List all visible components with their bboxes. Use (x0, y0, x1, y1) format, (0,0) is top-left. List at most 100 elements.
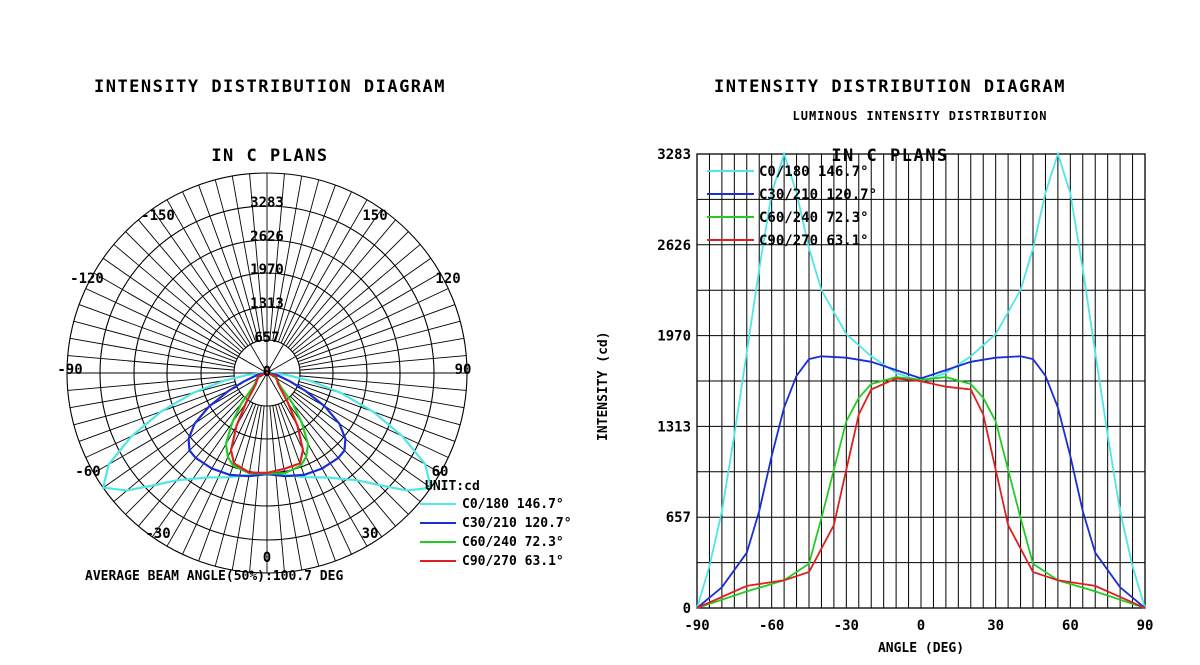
polar-angle-label: -30 (145, 526, 170, 542)
polar-angle-label: -60 (75, 464, 100, 480)
polar-spoke (78, 304, 237, 363)
polar-ring-label: 1313 (250, 296, 284, 312)
polar-spoke (298, 381, 461, 426)
polar-ring-label: 3283 (250, 195, 284, 211)
line-grid (696, 153, 1146, 609)
polar-spoke (231, 405, 262, 571)
x-tick-label: -30 (834, 618, 859, 634)
polar-spoke (296, 288, 449, 360)
polar-spoke (299, 375, 467, 391)
polar-legend: C0/180 146.7° C30/210 120.7° C60/240 72.3°… (420, 497, 572, 569)
polar-spoke (113, 393, 243, 502)
polar-spoke (93, 372, 268, 474)
polar-spoke (280, 191, 352, 344)
polar-angle-label: -90 (57, 362, 82, 378)
y-tick-label: 2626 (657, 238, 691, 254)
polar-spoke (102, 257, 241, 355)
polar-angle-label: -150 (141, 208, 175, 224)
polar-spoke (291, 244, 421, 353)
polar-spoke (198, 184, 257, 343)
y-tick-label: 0 (683, 601, 691, 617)
polar-spoke (299, 355, 467, 371)
polar-angle-label: -120 (70, 271, 104, 287)
polar-spoke (296, 386, 449, 458)
polar-spoke (277, 184, 336, 343)
polar-spoke (138, 219, 247, 349)
polar-spoke (277, 403, 336, 562)
left-title-line2: IN C PLANS (211, 146, 329, 166)
right-chart-title: INTENSITY DISTRIBUTION DIAGRAM IN C PLAN… (650, 30, 1130, 191)
polar-spoke (275, 404, 320, 567)
polar-spoke (269, 405, 285, 573)
unit-label: UNIT:cd (425, 479, 480, 494)
legend-label: C0/180 146.7° (759, 164, 869, 180)
polar-spoke (166, 372, 268, 547)
legend-label: C60/240 72.3° (462, 535, 564, 550)
legend-label: C60/240 72.3° (759, 210, 869, 226)
series-line (696, 355, 1146, 609)
polar-chart: 3283 2626 1970 1313 657 0 -150 150 -120 120 -90 90 -… (57, 172, 572, 584)
x-tick-label: 30 (987, 618, 1004, 634)
polar-spoke (69, 337, 235, 368)
polar-spoke (231, 175, 262, 341)
polar-spoke (266, 372, 441, 474)
polar-labels: 3283 2626 1970 1313 657 0 -150 150 -120 120 -90 90 -… (57, 195, 471, 566)
polar-ring-label: 1970 (250, 262, 284, 278)
series-line (696, 376, 1146, 609)
polar-spoke (275, 179, 320, 342)
y-axis-label: INTENSITY (cd) (596, 331, 611, 441)
polar-spoke (182, 191, 254, 344)
legend-label: C30/210 120.7° (462, 516, 572, 531)
x-tick-label: -90 (684, 618, 709, 634)
polar-spoke (214, 179, 259, 342)
legend-label: C90/270 63.1° (462, 554, 564, 569)
right-title-line1: INTENSITY DISTRIBUTION DIAGRAM (713, 77, 1067, 97)
polar-spoke (290, 231, 409, 350)
polar-spoke (102, 391, 241, 489)
left-chart-title: INTENSITY DISTRIBUTION DIAGRAM IN C PLAN… (30, 30, 510, 191)
polar-ring-label: 0 (263, 364, 271, 380)
polar-spoke (85, 386, 238, 458)
polar-spoke (287, 219, 396, 349)
polar-ring-label: 2626 (250, 229, 284, 245)
polar-spoke (166, 199, 268, 374)
polar-spoke (272, 175, 303, 341)
polar-spoke (299, 378, 465, 409)
polar-spoke (266, 272, 441, 374)
polar-spoke (266, 199, 368, 374)
polar-ring-label: 657 (254, 330, 279, 346)
polar-spoke (69, 378, 235, 409)
polar-spoke (249, 173, 265, 341)
polar-spoke (151, 208, 249, 347)
y-tick-label: 657 (666, 510, 691, 526)
polar-angle-label: 60 (432, 464, 449, 480)
polar-spoke (285, 208, 383, 347)
polar-spoke (298, 320, 461, 365)
line-axes: 0 657 1313 1970 2626 3283 -90 -60 -30 0 30 60 90 (657, 147, 1153, 634)
polar-spoke (78, 383, 237, 442)
x-tick-label: 0 (917, 618, 925, 634)
polar-spoke (272, 405, 303, 571)
polar-spoke (290, 396, 409, 515)
y-tick-label: 1313 (657, 419, 691, 435)
polar-angle-label: 90 (455, 362, 472, 378)
polar-grid (66, 172, 468, 574)
series-line (696, 377, 1146, 609)
polar-spoke (280, 402, 352, 555)
x-tick-label: 90 (1137, 618, 1154, 634)
line-series (696, 151, 1146, 609)
polar-spoke (297, 383, 456, 442)
polar-spoke (113, 244, 243, 353)
polar-angle-label: 120 (435, 271, 460, 287)
polar-spoke (299, 337, 465, 368)
beam-angle-footer: AVERAGE BEAM ANGLE(50%):100.7 DEG (85, 569, 343, 584)
polar-spoke (67, 375, 235, 391)
polar-spoke (269, 173, 285, 341)
left-title-line1: INTENSITY DISTRIBUTION DIAGRAM (93, 77, 447, 97)
polar-spoke (198, 403, 257, 562)
polar-spoke (287, 397, 396, 527)
y-tick-label: 3283 (657, 147, 691, 163)
y-tick-label: 1970 (657, 329, 691, 345)
polar-spoke (293, 391, 432, 489)
line-legend: C0/180 146.7° C30/210 120.7° C60/240 72.3°… (707, 164, 877, 249)
